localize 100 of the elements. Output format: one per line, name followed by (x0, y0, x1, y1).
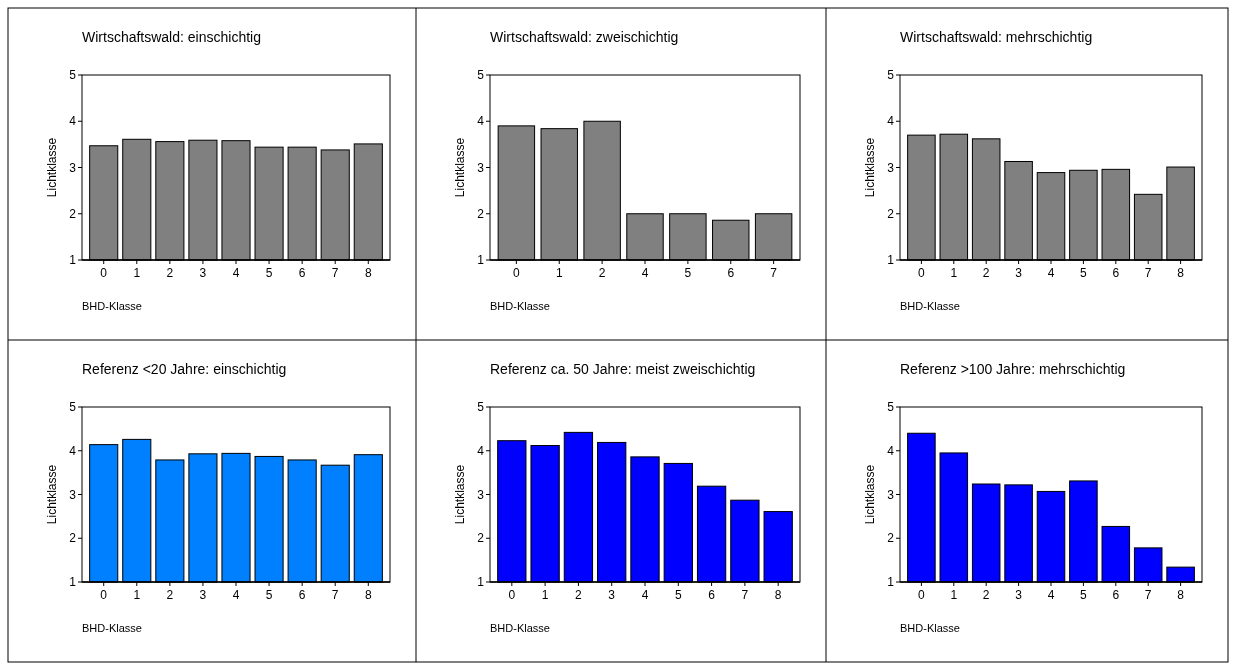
y-tick-label: 3 (887, 160, 895, 175)
x-axis-title: BHD-Klasse (490, 622, 550, 634)
y-tick-label: 2 (477, 531, 485, 546)
x-axis-title: BHD-Klasse (490, 300, 550, 312)
chart-title: Wirtschaftswald: mehrschichtig (900, 29, 1093, 45)
y-tick-label: 1 (477, 253, 485, 268)
x-tick-label: 0 (508, 588, 516, 602)
x-tick-label: 2 (982, 266, 990, 280)
x-tick-label: 5 (265, 266, 273, 280)
y-tick-label: 2 (887, 531, 895, 546)
chart-title: Referenz >100 Jahre: mehrschichtig (900, 361, 1126, 377)
x-tick-label: 2 (575, 588, 583, 602)
x-tick-label: 4 (641, 266, 649, 280)
chart-title: Wirtschaftswald: zweischichtig (490, 29, 679, 45)
y-tick-label: 3 (477, 487, 485, 502)
x-tick-label: 0 (918, 588, 926, 602)
chart-title: Wirtschaftswald: einschichtig (82, 29, 261, 45)
y-tick-label: 2 (69, 531, 77, 546)
x-tick-label: 7 (1144, 266, 1152, 280)
x-tick-label: 5 (684, 266, 692, 280)
x-tick-label: 5 (1080, 588, 1088, 602)
x-tick-label: 3 (199, 588, 207, 602)
x-tick-label: 3 (1015, 588, 1023, 602)
y-axis-title: Lichtklasse (45, 137, 59, 198)
y-tick-label: 4 (69, 443, 77, 458)
y-tick-label: 4 (69, 114, 77, 129)
x-tick-label: 8 (774, 588, 782, 602)
x-tick-label: 3 (608, 588, 616, 602)
y-axis-title: Lichtklasse (453, 464, 467, 525)
x-tick-label: 0 (513, 266, 521, 280)
y-tick-label: 2 (477, 206, 485, 221)
x-tick-label: 7 (1144, 588, 1152, 602)
y-tick-label: 3 (887, 487, 895, 502)
x-tick-label: 6 (298, 266, 306, 280)
y-tick-label: 1 (69, 253, 77, 268)
x-tick-label: 4 (1047, 266, 1055, 280)
chart-title: Referenz <20 Jahre: einschichtig (82, 361, 287, 377)
x-tick-label: 7 (331, 588, 339, 602)
y-tick-label: 4 (477, 443, 485, 458)
x-tick-label: 8 (364, 588, 372, 602)
x-tick-label: 0 (100, 266, 108, 280)
x-tick-label: 1 (541, 588, 549, 602)
y-tick-label: 5 (887, 400, 895, 415)
x-axis-title: BHD-Klasse (82, 622, 142, 634)
x-tick-label: 7 (770, 266, 778, 280)
x-tick-label: 4 (232, 266, 240, 280)
y-tick-label: 5 (69, 68, 77, 83)
y-tick-label: 4 (477, 114, 485, 129)
x-tick-label: 2 (982, 588, 990, 602)
y-tick-label: 5 (69, 400, 77, 415)
y-tick-label: 1 (887, 575, 895, 590)
x-tick-label: 8 (1177, 266, 1185, 280)
x-tick-label: 5 (1080, 266, 1088, 280)
x-tick-label: 5 (674, 588, 682, 602)
y-tick-label: 3 (477, 160, 485, 175)
y-tick-label: 5 (887, 68, 895, 83)
x-tick-label: 6 (708, 588, 716, 602)
x-axis-title: BHD-Klasse (900, 300, 960, 312)
x-tick-label: 2 (598, 266, 606, 280)
y-tick-label: 1 (887, 253, 895, 268)
x-tick-label: 1 (950, 266, 958, 280)
y-tick-label: 3 (69, 487, 77, 502)
x-tick-label: 3 (199, 266, 207, 280)
y-tick-label: 2 (887, 206, 895, 221)
x-tick-label: 6 (727, 266, 735, 280)
x-tick-label: 0 (918, 266, 926, 280)
chart-title: Referenz ca. 50 Jahre: meist zweischichtig (490, 361, 756, 377)
x-tick-label: 2 (166, 588, 174, 602)
y-axis-title: Lichtklasse (863, 464, 877, 525)
y-tick-label: 2 (69, 206, 77, 221)
y-tick-label: 5 (477, 68, 485, 83)
y-tick-label: 4 (887, 443, 895, 458)
x-tick-label: 1 (133, 588, 141, 602)
x-tick-label: 1 (555, 266, 563, 280)
x-tick-label: 7 (741, 588, 749, 602)
x-tick-label: 4 (1047, 588, 1055, 602)
x-tick-label: 2 (166, 266, 174, 280)
y-tick-label: 1 (477, 575, 485, 590)
x-tick-label: 4 (641, 588, 649, 602)
y-tick-label: 1 (69, 575, 77, 590)
y-tick-label: 5 (477, 400, 485, 415)
y-axis-title: Lichtklasse (453, 137, 467, 198)
x-tick-label: 1 (950, 588, 958, 602)
x-tick-label: 8 (1177, 588, 1185, 602)
y-tick-label: 3 (69, 160, 77, 175)
x-axis-title: BHD-Klasse (82, 300, 142, 312)
x-tick-label: 7 (331, 266, 339, 280)
x-tick-label: 0 (100, 588, 108, 602)
x-tick-label: 1 (133, 266, 141, 280)
y-axis-title: Lichtklasse (45, 464, 59, 525)
x-tick-label: 6 (1112, 588, 1120, 602)
x-tick-label: 6 (298, 588, 306, 602)
x-tick-label: 6 (1112, 266, 1120, 280)
y-axis-title: Lichtklasse (863, 137, 877, 198)
x-axis-title: BHD-Klasse (900, 622, 960, 634)
y-tick-label: 4 (887, 114, 895, 129)
x-tick-label: 3 (1015, 266, 1023, 280)
x-tick-label: 4 (232, 588, 240, 602)
x-tick-label: 8 (364, 266, 372, 280)
x-tick-label: 5 (265, 588, 273, 602)
